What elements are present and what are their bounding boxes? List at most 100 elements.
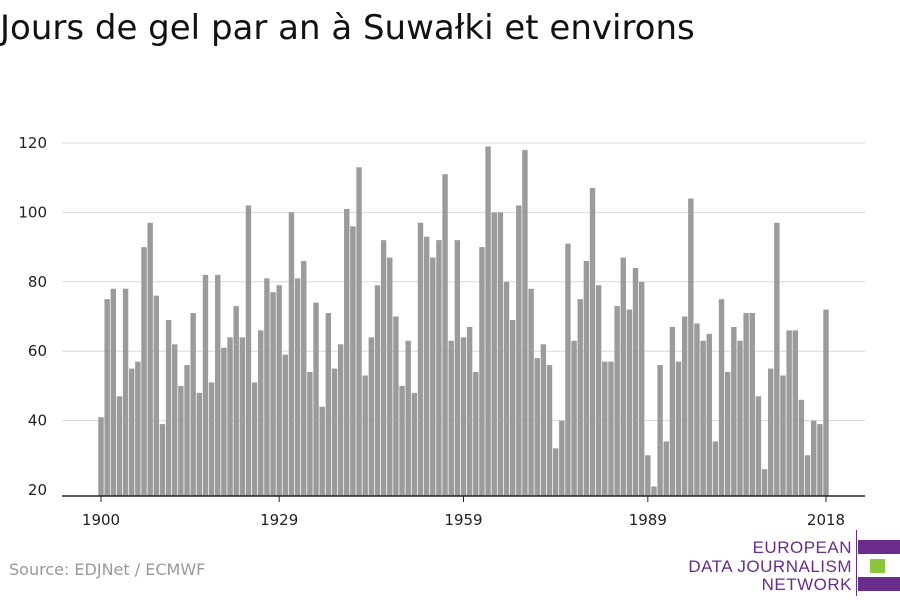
bar-1947[interactable] <box>387 257 393 496</box>
bar-1917[interactable] <box>202 274 209 496</box>
bar-1935[interactable] <box>313 302 319 496</box>
bar-2010[interactable] <box>774 222 780 496</box>
bar-1989[interactable] <box>645 455 651 496</box>
bar-2004[interactable] <box>737 340 743 496</box>
bar-1925[interactable] <box>251 382 258 496</box>
bar-1912[interactable] <box>172 344 178 496</box>
bar-1914[interactable] <box>184 365 190 496</box>
bar-1982[interactable] <box>602 361 608 496</box>
bar-1903[interactable] <box>116 396 123 496</box>
bar-1932[interactable] <box>294 278 301 496</box>
bar-1930[interactable] <box>282 354 289 496</box>
bar-2006[interactable] <box>749 313 755 496</box>
bar-1976[interactable] <box>565 243 571 496</box>
bar-2013[interactable] <box>792 330 798 496</box>
bar-2000[interactable] <box>712 441 719 496</box>
bar-1971[interactable] <box>534 358 540 496</box>
bar-1977[interactable] <box>571 340 577 496</box>
bar-1975[interactable] <box>559 420 565 496</box>
bar-1956[interactable] <box>442 174 448 497</box>
bar-1933[interactable] <box>301 260 307 496</box>
bar-2002[interactable] <box>724 372 731 496</box>
bar-1972[interactable] <box>540 344 547 496</box>
bar-1927[interactable] <box>264 278 270 496</box>
bar-1992[interactable] <box>663 441 669 496</box>
bar-1905[interactable] <box>129 368 135 496</box>
bar-1916[interactable] <box>196 392 203 496</box>
bar-1957[interactable] <box>448 340 454 496</box>
bar-1918[interactable] <box>208 382 215 496</box>
bar-1966[interactable] <box>503 281 510 496</box>
bar-1951[interactable] <box>411 392 418 496</box>
bar-1949[interactable] <box>399 385 405 496</box>
bar-2012[interactable] <box>786 330 792 496</box>
bar-1901[interactable] <box>104 299 110 496</box>
bar-1950[interactable] <box>405 340 411 496</box>
bar-1948[interactable] <box>393 316 399 497</box>
bar-1904[interactable] <box>122 288 129 496</box>
bar-1938[interactable] <box>331 368 338 496</box>
bar-2011[interactable] <box>780 375 786 496</box>
bar-1924[interactable] <box>245 205 252 496</box>
bar-2009[interactable] <box>768 368 774 496</box>
bar-1923[interactable] <box>239 337 246 496</box>
bar-1942[interactable] <box>356 167 362 497</box>
bar-1967[interactable] <box>509 319 516 496</box>
bar-1926[interactable] <box>258 330 264 496</box>
bar-1941[interactable] <box>350 226 356 496</box>
bar-1994[interactable] <box>675 361 682 496</box>
bar-1985[interactable] <box>620 257 626 496</box>
bar-1997[interactable] <box>694 323 700 496</box>
bar-1920[interactable] <box>221 347 227 496</box>
bar-1909[interactable] <box>153 295 159 496</box>
bar-1908[interactable] <box>147 222 153 496</box>
bar-1907[interactable] <box>141 247 147 496</box>
bar-2014[interactable] <box>798 399 805 496</box>
bar-1981[interactable] <box>595 285 602 496</box>
bar-1906[interactable] <box>135 361 141 496</box>
bar-1953[interactable] <box>423 236 430 496</box>
bar-1999[interactable] <box>706 333 712 496</box>
bar-1970[interactable] <box>528 288 534 496</box>
bar-1968[interactable] <box>516 205 522 496</box>
bar-1980[interactable] <box>589 188 596 497</box>
bar-1900[interactable] <box>98 417 104 496</box>
bar-1962[interactable] <box>479 247 485 496</box>
bar-1940[interactable] <box>344 208 350 496</box>
bar-2017[interactable] <box>817 424 823 496</box>
bar-1955[interactable] <box>436 240 442 496</box>
bar-1958[interactable] <box>454 240 461 496</box>
bar-1984[interactable] <box>614 306 620 496</box>
bar-1922[interactable] <box>233 306 239 496</box>
bar-2008[interactable] <box>761 469 768 496</box>
bar-1936[interactable] <box>319 406 325 496</box>
bar-1915[interactable] <box>190 313 196 496</box>
bar-2005[interactable] <box>743 313 749 496</box>
bar-1902[interactable] <box>110 288 116 496</box>
bar-1964[interactable] <box>491 212 497 496</box>
bar-1963[interactable] <box>485 146 491 496</box>
bar-1983[interactable] <box>608 361 614 496</box>
bar-1973[interactable] <box>546 365 553 496</box>
bar-1960[interactable] <box>466 326 473 496</box>
bar-1931[interactable] <box>288 212 295 496</box>
bar-1996[interactable] <box>688 198 694 496</box>
bar-1993[interactable] <box>669 326 676 496</box>
bar-1945[interactable] <box>374 285 381 496</box>
bar-1961[interactable] <box>473 372 479 496</box>
bar-1995[interactable] <box>681 316 688 497</box>
bar-1911[interactable] <box>165 319 172 496</box>
bar-1934[interactable] <box>307 372 313 496</box>
bar-1969[interactable] <box>522 149 528 496</box>
bar-1928[interactable] <box>270 292 276 496</box>
bar-2018[interactable] <box>823 309 829 496</box>
bar-1921[interactable] <box>227 337 233 496</box>
bar-2003[interactable] <box>731 326 737 496</box>
bar-2007[interactable] <box>755 396 762 496</box>
bar-1929[interactable] <box>276 285 282 496</box>
bar-1943[interactable] <box>362 375 368 496</box>
bar-1954[interactable] <box>430 257 436 496</box>
bar-1990[interactable] <box>651 486 657 496</box>
bar-1919[interactable] <box>215 274 221 496</box>
bar-1988[interactable] <box>638 281 645 496</box>
